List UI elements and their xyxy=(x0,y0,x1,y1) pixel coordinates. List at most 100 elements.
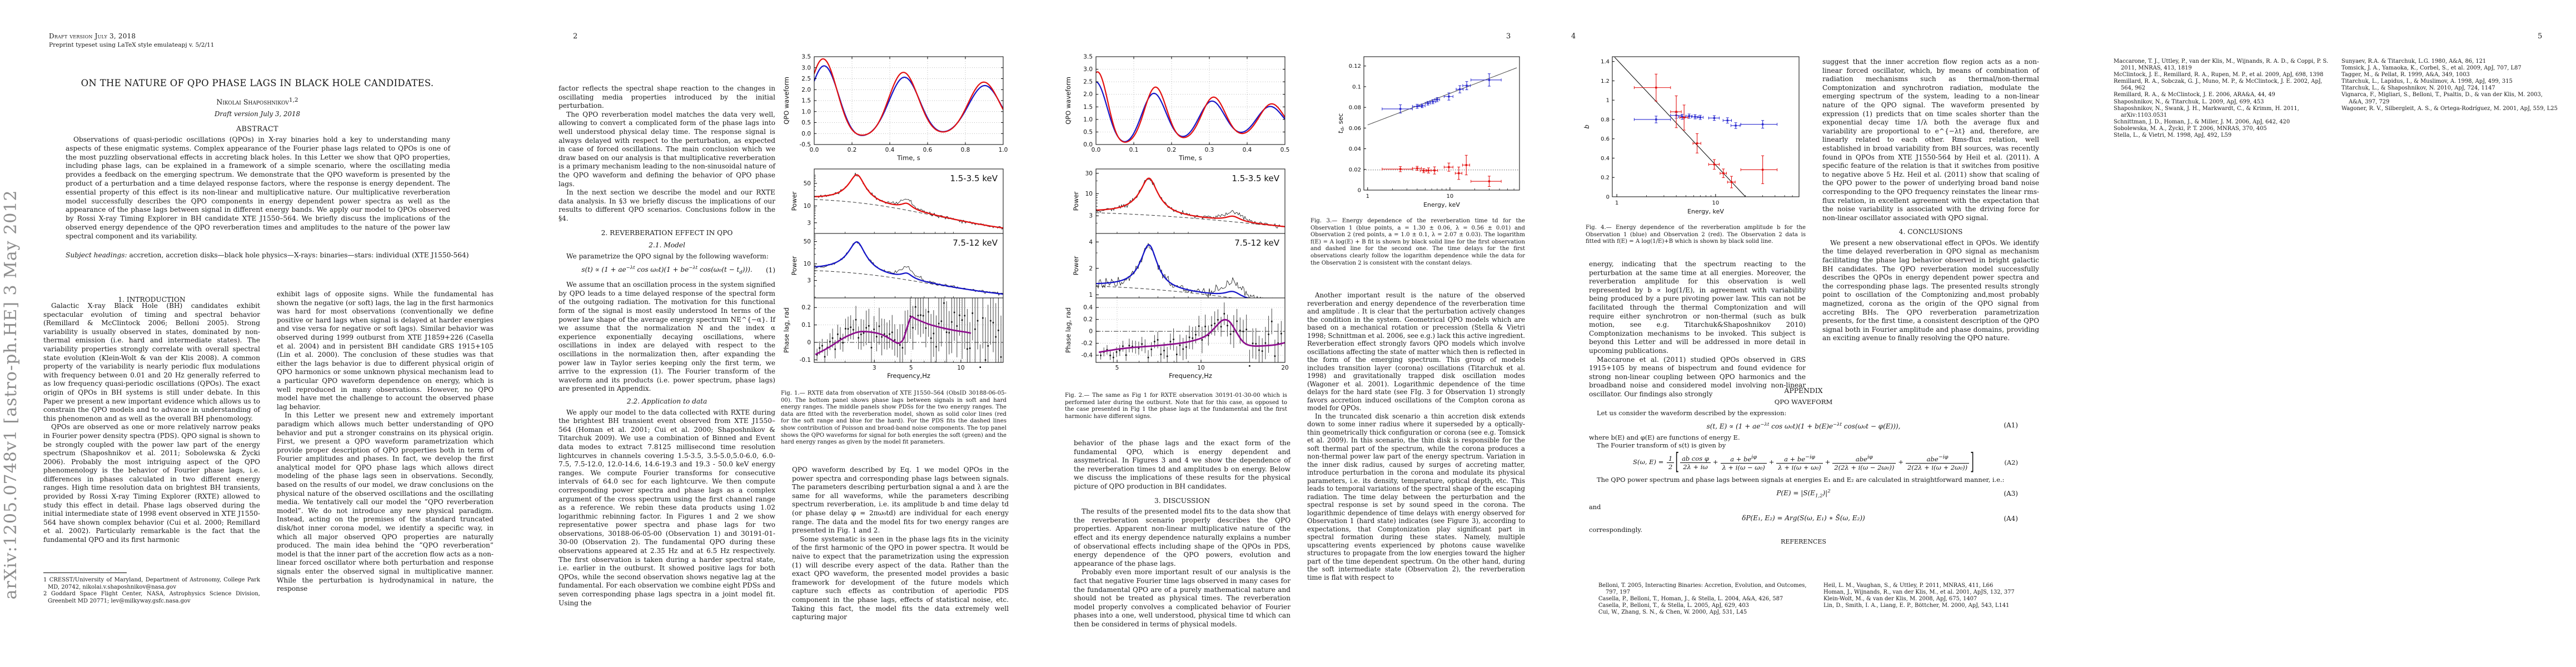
svg-text:Power: Power xyxy=(1072,191,1080,211)
svg-text:1.4: 1.4 xyxy=(1601,59,1610,65)
svg-text:-0.2: -0.2 xyxy=(1082,340,1093,347)
figure-1-caption: Fig. 1.— RXTE data from observation of X… xyxy=(781,390,1007,446)
p1-column-2: exhibit lags of opposite signs. While th… xyxy=(277,290,494,594)
paragraph: The QPO reverberation model matches the … xyxy=(559,110,775,188)
svg-text:td, sec: td, sec xyxy=(1337,113,1345,133)
reference-entry: Heil, L. M., Vaughan, S., & Uttley, P. 2… xyxy=(1823,583,1994,589)
svg-text:0.06: 0.06 xyxy=(1349,126,1361,132)
paragraph: In the truncated disk scenario a thin ac… xyxy=(1307,412,1525,581)
paragraph: Galactic X-ray Black Hole (BH) candidate… xyxy=(43,302,260,422)
svg-text:1.0: 1.0 xyxy=(999,147,1008,153)
svg-text:3: 3 xyxy=(807,277,811,284)
svg-text:0.8: 0.8 xyxy=(1601,117,1610,123)
svg-text:1: 1 xyxy=(1606,98,1610,104)
svg-text:0.08: 0.08 xyxy=(1349,105,1361,111)
svg-text:0: 0 xyxy=(1358,188,1361,194)
reference-entry: Casella, P., Belloni, T., Homan, J., & S… xyxy=(1598,596,1783,603)
svg-text:3.0: 3.0 xyxy=(801,64,811,71)
reference-entry: Titarchuk, L., Lapidus, I., & Muslimov, … xyxy=(2341,78,2513,85)
reference-entry: Titarchuk, L., & Shaposhnikov, N. 2010, … xyxy=(2341,85,2495,92)
conclusions-paragraph: We present a new observational effect in… xyxy=(1822,238,2039,342)
equation-a3-tag: (A3) xyxy=(2004,489,2018,497)
appendix-and: and xyxy=(1589,503,1601,511)
svg-text:Time, s: Time, s xyxy=(1178,154,1202,162)
p3-column-2: Another important result is the nature o… xyxy=(1307,291,1525,581)
equation-a1-math: s(t, E) ∝ (1 + ae−λt cos ω₀t)(1 + b(E)e−… xyxy=(1706,421,1901,430)
p3-col1-paras: The results of the presented model fits … xyxy=(1074,507,1291,629)
reference-entry: Cui, W., Zhang, S. N., & Chen, W. 2000, … xyxy=(1598,609,1747,616)
equation-a3-math: P(E) = |S(E1,2)|2 xyxy=(1776,488,1831,499)
figure-1-plot: -0.50.00.51.01.52.02.53.03.50.0 0.2 0.4 0.6… xyxy=(783,54,1008,380)
paragraph: Probably even more important result of o… xyxy=(1074,568,1291,628)
svg-text:1: 1 xyxy=(1366,193,1369,200)
svg-text:0.4: 0.4 xyxy=(885,147,895,153)
page-number: 3 xyxy=(1506,32,1511,41)
appendix-heading: APPENDIX xyxy=(1784,386,1823,395)
svg-text:5: 5 xyxy=(909,365,913,371)
preprint-header: Preprint typeset using LaTeX style emula… xyxy=(49,42,215,48)
svg-text:1.5-3.5 keV: 1.5-3.5 keV xyxy=(950,173,998,183)
svg-text:0: 0 xyxy=(807,339,811,346)
reference-entry: Lin, D., Smith, I. A., Liang, E. P., Böt… xyxy=(1823,603,2010,609)
reference-entry: Sunyaev, R.A. & Titarchuk, L.G. 1980, A&… xyxy=(2341,58,2487,64)
reference-entry: Belloni, T. 2005, Interacting Binaries: … xyxy=(1598,583,1807,596)
equation-a2: S(ω, E) = 1 2[ab cos φ 2λ + iω + a + beiφ λ +… xyxy=(1633,449,2018,476)
svg-text:10: 10 xyxy=(1712,200,1719,206)
svg-text:0.0: 0.0 xyxy=(1083,142,1093,148)
svg-text:3.5: 3.5 xyxy=(1083,54,1093,61)
paragraph: The results of the presented model fits … xyxy=(1074,507,1291,568)
svg-text:0.2: 0.2 xyxy=(1601,175,1610,181)
p5-refs-left: Maccarone, T. J., Uttley, P., van der Kl… xyxy=(2114,58,2330,139)
appendix-fourier: The Fourier transform of s(t) is given b… xyxy=(1597,441,1726,450)
svg-text:Power: Power xyxy=(790,256,798,275)
svg-text:0.4: 0.4 xyxy=(1243,147,1252,153)
equation-a3: P(E) = |S(E1,2)|2 (A3) xyxy=(1589,487,2018,500)
svg-text:3: 3 xyxy=(873,365,876,371)
svg-text:0.12: 0.12 xyxy=(1349,63,1361,69)
svg-text:QPO waveform: QPO waveform xyxy=(1064,77,1072,125)
svg-text:0.5: 0.5 xyxy=(1280,147,1290,153)
paragraph: 2 Goddard Space Flight Center, NASA, Ast… xyxy=(43,591,260,604)
subject-text: accretion, accretion disks—black hole ph… xyxy=(127,251,469,259)
svg-text:b: b xyxy=(1583,125,1591,128)
svg-text:-0.1: -0.1 xyxy=(800,357,811,364)
svg-text:0.1: 0.1 xyxy=(1129,147,1139,153)
svg-text:-0.4: -0.4 xyxy=(1082,352,1093,359)
svg-text:0.5: 0.5 xyxy=(1083,129,1093,136)
svg-text:50: 50 xyxy=(804,180,811,187)
svg-text:3: 3 xyxy=(807,220,811,226)
svg-text:0.6: 0.6 xyxy=(923,147,933,153)
svg-text:3: 3 xyxy=(1089,213,1093,220)
svg-text:3.0: 3.0 xyxy=(1083,66,1093,73)
svg-text:Power: Power xyxy=(790,191,798,211)
svg-text:0: 0 xyxy=(1089,328,1093,335)
svg-text:4: 4 xyxy=(1089,239,1093,246)
reference-entry: Vignarca, F., Migliari, S., Belloni, T.,… xyxy=(2341,92,2543,105)
svg-text:0.4: 0.4 xyxy=(1601,156,1610,162)
figure-4-plot: 0 0.2 0.4 0.6 0.8 1 1.2 1.4 1 10 Energy, keV b xyxy=(1583,56,1800,215)
date-line: Draft version July 3, 2018 xyxy=(214,110,301,118)
equation-a1: s(t, E) ∝ (1 + ae−λt cos ω₀t)(1 + b(E)e−… xyxy=(1589,421,2018,430)
svg-text:1.2: 1.2 xyxy=(1601,78,1610,84)
svg-text:10: 10 xyxy=(1085,191,1093,197)
section-3-heading: 3. DISCUSSION xyxy=(1154,496,1210,505)
paragraph: factor reflects the spectral shape react… xyxy=(559,84,775,110)
author-name: Nikolai Shaposhnikov xyxy=(216,98,289,107)
page-1: Draft version July 3, 2018 Preprint type… xyxy=(0,0,515,667)
reference-entry: Remillard, R. A., & McClintock, J. E. 20… xyxy=(2114,92,2275,98)
svg-text:7.5-12 keV: 7.5-12 keV xyxy=(953,238,998,248)
author-affiliation-sup: 1,2 xyxy=(288,97,298,103)
svg-text:2: 2 xyxy=(1089,265,1093,272)
paragraph: Maccarone et al. (2011) studied QPOs obs… xyxy=(1589,355,1806,398)
reference-entry: Homan, J., Wijnands, R., van der Klis, M… xyxy=(1823,589,2015,596)
p2-column-1: factor reflects the spectral shape react… xyxy=(559,84,775,608)
equation-a4-tag: (A4) xyxy=(2004,514,2018,522)
references-heading: REFERENCES xyxy=(1781,537,1826,545)
svg-text:Power: Power xyxy=(1072,256,1080,275)
svg-text:Phase lag, rad: Phase lag, rad xyxy=(783,307,790,353)
svg-text:0.3: 0.3 xyxy=(1205,147,1214,153)
reference-entry: Tagger, M., & Pellat, R. 1999, A&A, 349,… xyxy=(2341,72,2470,78)
svg-text:0.4: 0.4 xyxy=(1083,305,1093,311)
